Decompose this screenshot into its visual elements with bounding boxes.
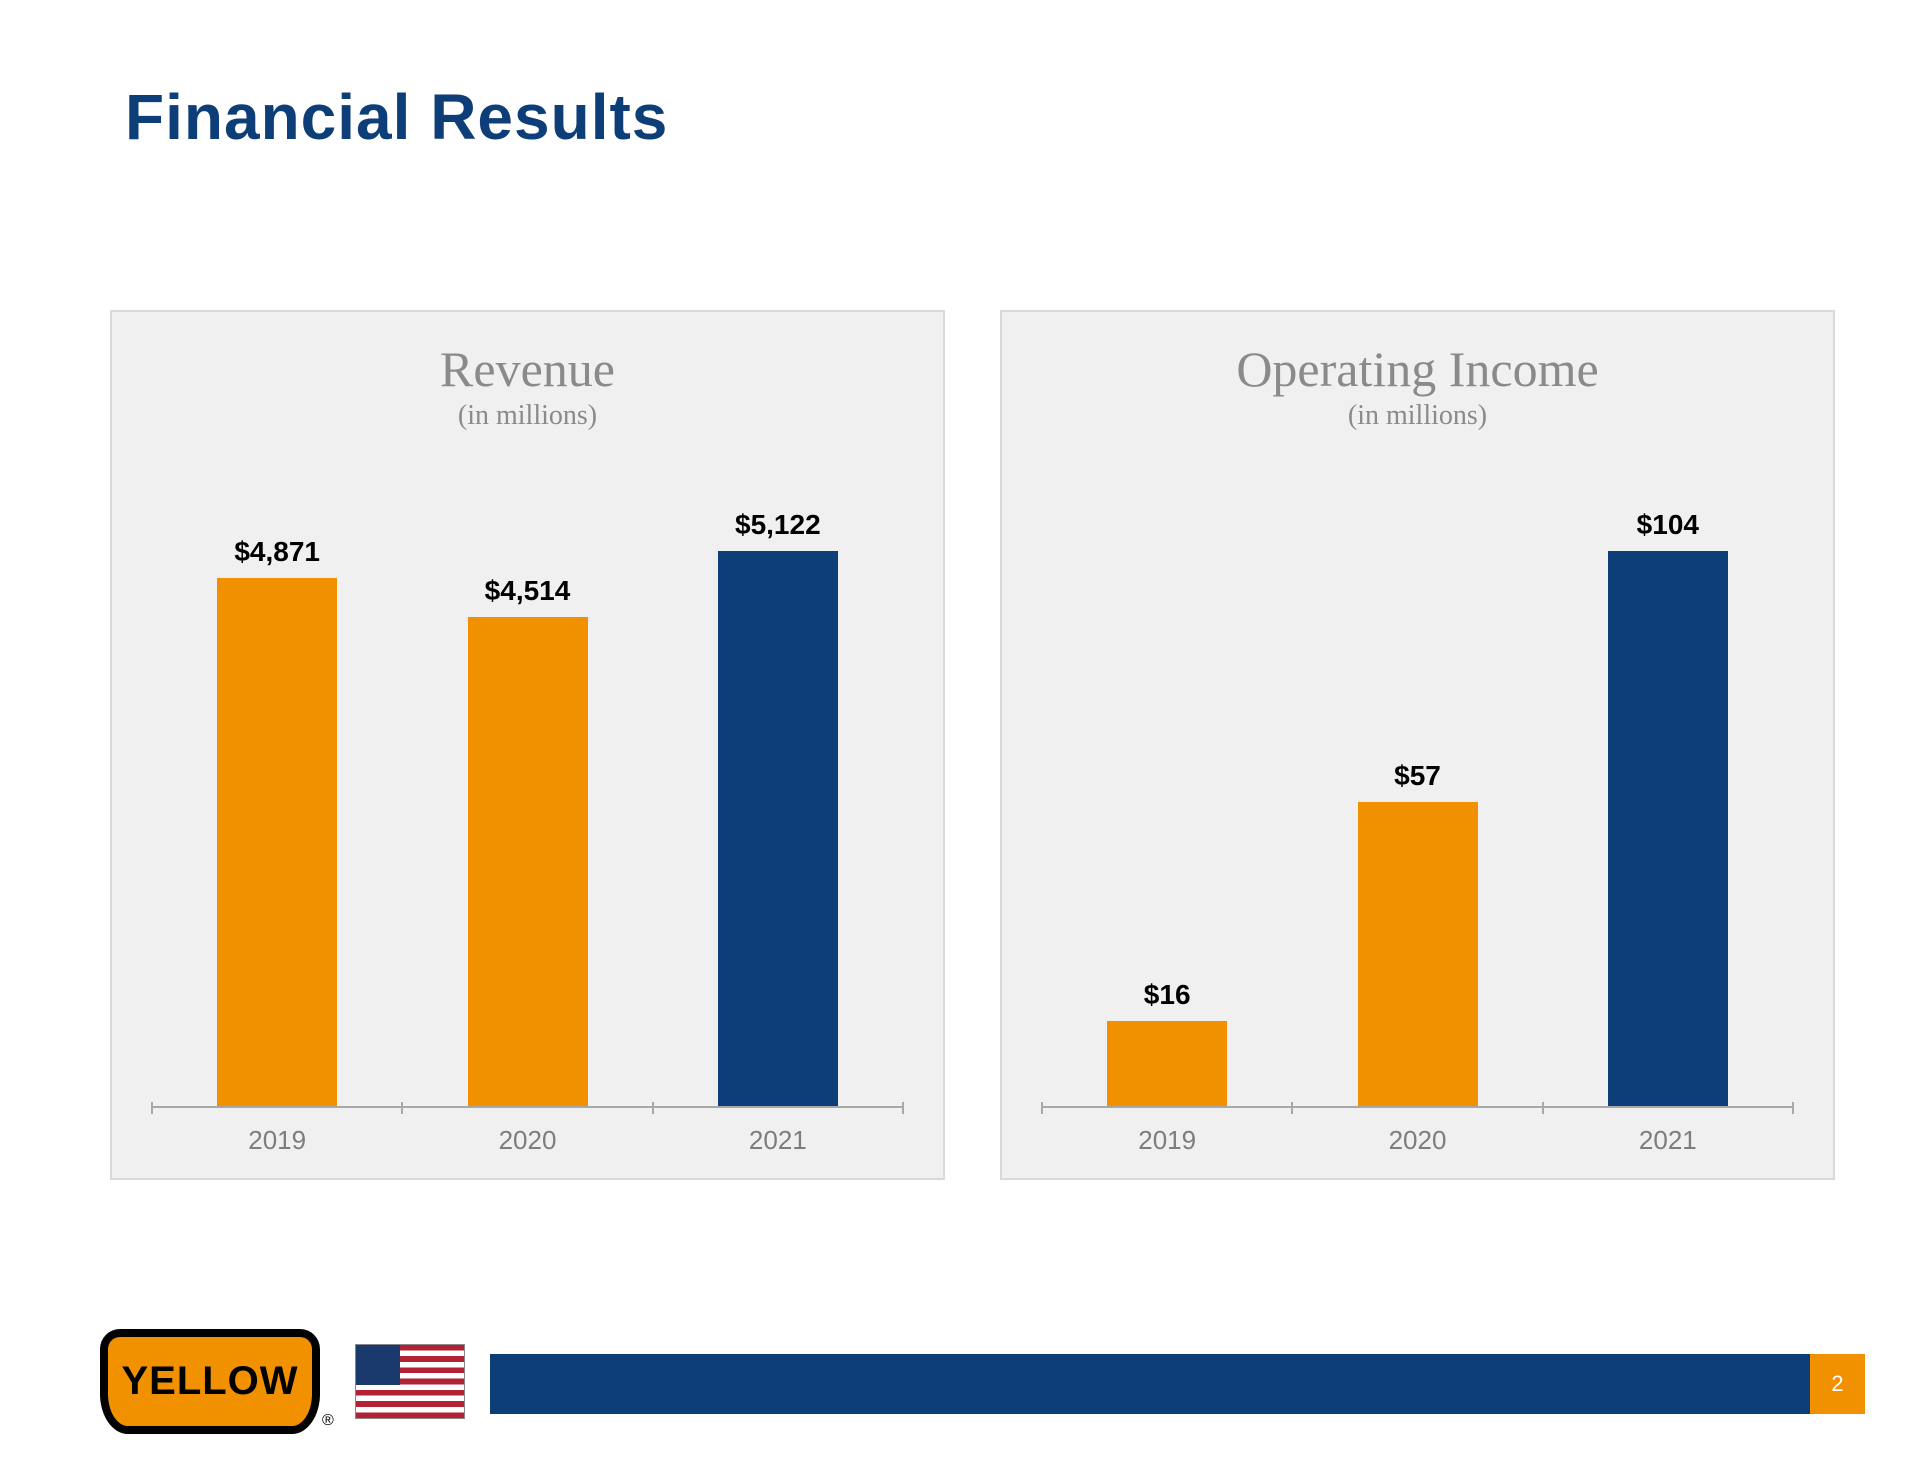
us-flag-icon: [355, 1344, 465, 1419]
bar-value-label: $4,871: [177, 536, 377, 568]
footer-bar: [490, 1354, 1865, 1414]
axis-tick: [1291, 1102, 1293, 1114]
category-label: 2019: [1067, 1125, 1267, 1156]
axis-tick: [652, 1102, 654, 1114]
slide: Financial Results Revenue (in millions) …: [0, 0, 1920, 1484]
x-axis: [152, 1106, 903, 1108]
axis-tick: [401, 1102, 403, 1114]
category-label: 2021: [1568, 1125, 1768, 1156]
axis-tick: [1041, 1102, 1043, 1114]
page-title: Financial Results: [125, 80, 668, 154]
bar-value-label: $57: [1318, 760, 1518, 792]
bar-value-label: $5,122: [678, 509, 878, 541]
bar-value-label: $16: [1067, 979, 1267, 1011]
axis-tick: [902, 1102, 904, 1114]
category-label: 2021: [678, 1125, 878, 1156]
category-label: 2019: [177, 1125, 377, 1156]
axis-tick: [1792, 1102, 1794, 1114]
category-label: 2020: [428, 1125, 628, 1156]
yellow-logo: YELLOW: [100, 1329, 320, 1434]
bar-value-label: $4,514: [428, 575, 628, 607]
opinc-chart-panel: Operating Income (in millions) $162019$5…: [1000, 310, 1835, 1180]
opinc-plot: $162019$572020$1042021: [1042, 512, 1793, 1108]
revenue-chart-subtitle: (in millions): [112, 400, 943, 432]
footer: YELLOW ® 2: [0, 1329, 1920, 1424]
bar: [1107, 1021, 1227, 1106]
registered-mark: ®: [322, 1412, 334, 1430]
bar: [718, 551, 838, 1106]
opinc-chart-title: Operating Income: [1002, 340, 1833, 398]
page-number: 2: [1810, 1354, 1865, 1414]
axis-tick: [151, 1102, 153, 1114]
bar: [1358, 802, 1478, 1106]
bar-value-label: $104: [1568, 509, 1768, 541]
axis-tick: [1542, 1102, 1544, 1114]
opinc-chart-subtitle: (in millions): [1002, 400, 1833, 432]
bar: [217, 578, 337, 1106]
bar: [468, 617, 588, 1106]
x-axis: [1042, 1106, 1793, 1108]
category-label: 2020: [1318, 1125, 1518, 1156]
revenue-plot: $4,8712019$4,5142020$5,1222021: [152, 512, 903, 1108]
revenue-chart-title: Revenue: [112, 340, 943, 398]
revenue-chart-panel: Revenue (in millions) $4,8712019$4,51420…: [110, 310, 945, 1180]
bar: [1608, 551, 1728, 1106]
